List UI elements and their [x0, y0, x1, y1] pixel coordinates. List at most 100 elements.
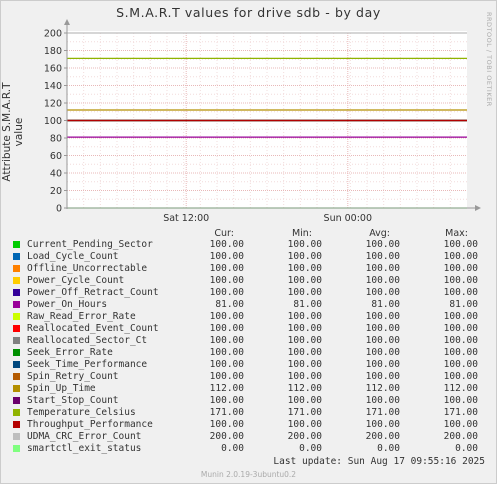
- legend-label: Start_Stop_Count: [27, 395, 119, 406]
- legend-min-value: 100.00: [287, 239, 322, 250]
- legend-label: Power_On_Hours: [27, 299, 108, 310]
- legend-min-value: 0.00: [299, 443, 322, 454]
- legend-min-value: 100.00: [287, 287, 322, 298]
- legend-swatch: [13, 253, 20, 260]
- legend-max-value: 100.00: [443, 419, 478, 430]
- header-cur: Cur:: [214, 228, 234, 239]
- legend-avg-value: 100.00: [365, 371, 400, 382]
- legend-row: Load_Cycle_Count 100.00 100.00 100.00 100.00: [0, 251, 497, 263]
- legend-swatch: [13, 265, 20, 272]
- legend-avg-value: 100.00: [365, 251, 400, 262]
- legend-row: Offline_Uncorrectable 100.00 100.00 100.00 1…: [0, 263, 497, 275]
- y-tick-label: 180: [44, 46, 62, 57]
- legend-min-value: 100.00: [287, 347, 322, 358]
- legend-min-value: 100.00: [287, 371, 322, 382]
- legend-swatch: [13, 421, 20, 428]
- x-tick-label: Sat 12:00: [163, 213, 209, 224]
- legend-cur-value: 100.00: [209, 419, 244, 430]
- legend-max-value: 100.00: [443, 371, 478, 382]
- legend-label: UDMA_CRC_Error_Count: [27, 431, 142, 442]
- legend-min-value: 100.00: [287, 419, 322, 430]
- legend-cur-value: 100.00: [209, 395, 244, 406]
- legend-avg-value: 200.00: [365, 431, 400, 442]
- legend-swatch: [13, 301, 20, 308]
- legend-label: Seek_Error_Rate: [27, 347, 113, 358]
- legend-min-value: 100.00: [287, 275, 322, 286]
- y-tick-label: 140: [44, 81, 62, 92]
- legend-swatch: [13, 385, 20, 392]
- legend-row: Seek_Time_Performance 100.00 100.00 100.00 1…: [0, 359, 497, 371]
- legend-cur-value: 100.00: [209, 275, 244, 286]
- legend-avg-value: 112.00: [365, 383, 400, 394]
- legend-swatch: [13, 337, 20, 344]
- legend-avg-value: 100.00: [365, 275, 400, 286]
- legend-label: Power_Off_Retract_Count: [27, 287, 159, 298]
- x-axis-arrow: [475, 205, 481, 211]
- legend-row: Power_Cycle_Count 100.00 100.00 100.00 100.0…: [0, 275, 497, 287]
- legend-min-value: 112.00: [287, 383, 322, 394]
- legend-swatch: [13, 289, 20, 296]
- legend-row: Spin_Retry_Count 100.00 100.00 100.00 100.00: [0, 371, 497, 383]
- legend-max-value: 100.00: [443, 359, 478, 370]
- y-tick-label: 100: [44, 116, 62, 127]
- legend-max-value: 100.00: [443, 335, 478, 346]
- legend-max-value: 100.00: [443, 275, 478, 286]
- legend-avg-value: 100.00: [365, 395, 400, 406]
- legend-swatch: [13, 349, 20, 356]
- legend-swatch: [13, 313, 20, 320]
- legend-row: UDMA_CRC_Error_Count 200.00 200.00 200.00 20…: [0, 431, 497, 443]
- legend-label: Current_Pending_Sector: [27, 239, 153, 250]
- legend-row: Power_Off_Retract_Count 100.00 100.00 100.0…: [0, 287, 497, 299]
- y-tick-label: 80: [50, 134, 62, 145]
- legend-cur-value: 100.00: [209, 263, 244, 274]
- legend-swatch: [13, 361, 20, 368]
- legend-label: Offline_Uncorrectable: [27, 263, 148, 274]
- legend-avg-value: 100.00: [365, 239, 400, 250]
- legend-avg-value: 100.00: [365, 287, 400, 298]
- legend-cur-value: 171.00: [209, 407, 244, 418]
- y-tick-label: 200: [44, 29, 62, 40]
- legend-min-value: 81.00: [293, 299, 322, 310]
- legend-cur-value: 100.00: [209, 347, 244, 358]
- y-axis-arrow: [64, 19, 70, 25]
- header-avg: Avg:: [369, 228, 390, 239]
- legend-min-value: 100.00: [287, 311, 322, 322]
- legend-max-value: 100.00: [443, 239, 478, 250]
- legend-swatch: [13, 409, 20, 416]
- chart-title: S.M.A.R.T values for drive sdb - by day: [116, 5, 381, 20]
- legend-max-value: 100.00: [443, 323, 478, 334]
- legend-max-value: 100.00: [443, 251, 478, 262]
- legend-min-value: 100.00: [287, 323, 322, 334]
- legend-row: Seek_Error_Rate 100.00 100.00 100.00 100.00: [0, 347, 497, 359]
- legend-avg-value: 100.00: [365, 311, 400, 322]
- y-tick-label: 120: [44, 99, 62, 110]
- legend-row: Temperature_Celsius 171.00 171.00 171.00 171…: [0, 407, 497, 419]
- legend-cur-value: 0.00: [221, 443, 244, 454]
- legend-min-value: 100.00: [287, 359, 322, 370]
- legend-row: smartctl_exit_status 0.00 0.00 0.00 0.00: [0, 443, 497, 455]
- legend-row: Reallocated_Event_Count 100.00 100.00 100.0…: [0, 323, 497, 335]
- legend-row: Raw_Read_Error_Rate 100.00 100.00 100.00 100…: [0, 311, 497, 323]
- legend-min-value: 100.00: [287, 395, 322, 406]
- legend-min-value: 100.00: [287, 335, 322, 346]
- legend-avg-value: 100.00: [365, 263, 400, 274]
- legend-min-value: 200.00: [287, 431, 322, 442]
- legend-max-value: 200.00: [443, 431, 478, 442]
- legend-cur-value: 100.00: [209, 335, 244, 346]
- legend-swatch: [13, 433, 20, 440]
- legend-cur-value: 100.00: [209, 287, 244, 298]
- header-max: Max:: [445, 228, 468, 239]
- legend-avg-value: 100.00: [365, 347, 400, 358]
- legend-avg-value: 100.00: [365, 323, 400, 334]
- legend-swatch: [13, 445, 20, 452]
- legend-avg-value: 81.00: [371, 299, 400, 310]
- legend-label: Power_Cycle_Count: [27, 275, 125, 286]
- legend-row: Start_Stop_Count 100.00 100.00 100.00 100.00: [0, 395, 497, 407]
- rrdtool-watermark: RRDTOOL / TOBI OETIKER: [485, 12, 493, 107]
- legend-row: Power_On_Hours 81.00 81.00 81.00 81.00: [0, 299, 497, 311]
- legend-label: Spin_Up_Time: [27, 383, 96, 394]
- legend-max-value: 81.00: [449, 299, 478, 310]
- munin-version-footer: Munin 2.0.19-3ubuntu0.2: [200, 470, 297, 479]
- legend-label: Reallocated_Event_Count: [27, 323, 159, 334]
- legend-label: Seek_Time_Performance: [27, 359, 148, 370]
